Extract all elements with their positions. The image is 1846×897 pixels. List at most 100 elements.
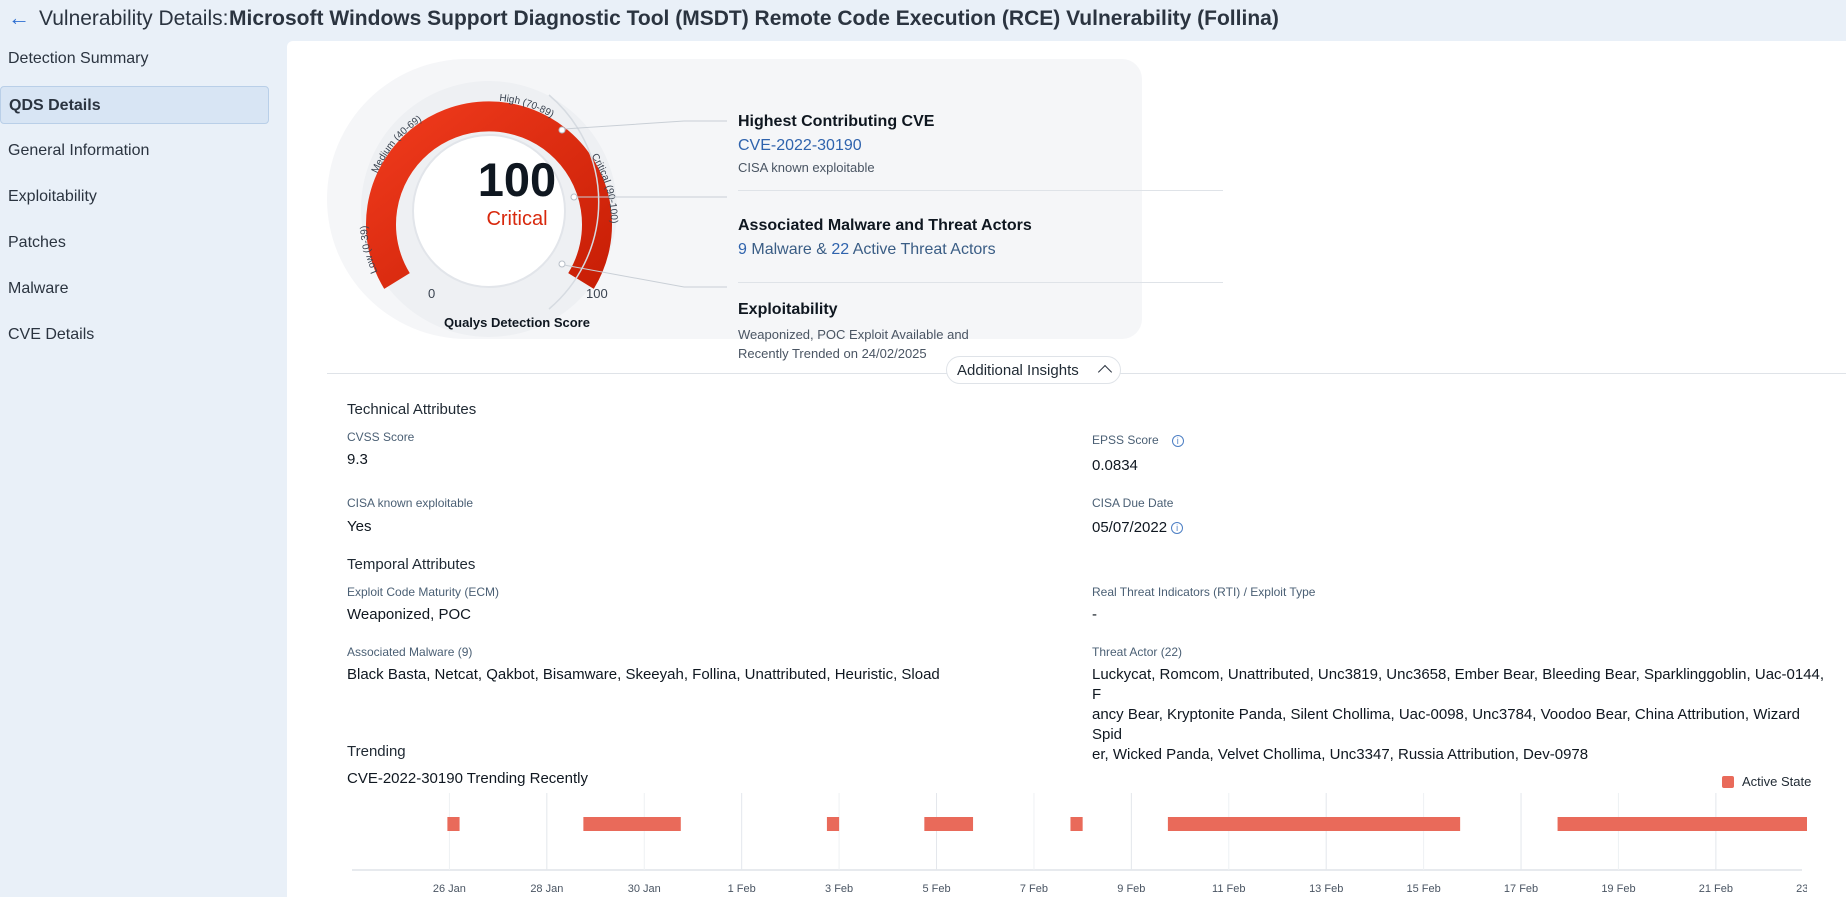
malware-count[interactable]: 9: [738, 241, 747, 258]
insight-cve-sub: CISA known exploitable: [738, 160, 875, 175]
active-state-bar[interactable]: [447, 817, 460, 831]
threat-actor-label: Threat Actor (22): [1092, 645, 1183, 659]
cve-link[interactable]: CVE-2022-30190: [738, 137, 862, 154]
gauge-fill-arc: [366, 101, 612, 289]
score-value: 100: [477, 153, 557, 206]
additional-insights-toggle[interactable]: Additional Insights: [946, 356, 1121, 384]
connector-line-3: [563, 264, 727, 288]
threat-actor-value: Luckycat, Romcom, Unattributed, Unc3819,…: [1092, 665, 1832, 765]
insight-malware-summary[interactable]: 9 Malware & 22 Active Threat Actors: [738, 241, 1032, 259]
legend-swatch: [1722, 775, 1734, 788]
connector-dot-3: [558, 260, 566, 268]
chevron-up-icon: [1097, 364, 1113, 380]
active-state-bar[interactable]: [583, 817, 681, 831]
active-state-bar[interactable]: [826, 817, 840, 831]
insight-cve-title: Highest Contributing CVE: [738, 113, 935, 130]
technical-attributes-title: Technical Attributes: [347, 401, 477, 418]
x-tick-label: 19 Feb: [1601, 883, 1635, 895]
connector-line-1: [563, 120, 727, 130]
x-tick-label: 23 Feb: [1796, 883, 1807, 895]
cisa-due-value: 05/07/2022 i: [1092, 518, 1184, 538]
x-tick-label: 28 Jan: [530, 883, 563, 895]
active-state-bar[interactable]: [924, 817, 974, 831]
insight-exploitability-title: Exploitability: [738, 301, 838, 318]
gauge-center-disc: [412, 134, 566, 288]
x-tick-label: 3 Feb: [825, 883, 853, 895]
sidebar-item-general-information[interactable]: General Information: [8, 142, 150, 159]
trending-subtitle: CVE-2022-30190 Trending Recently: [347, 770, 588, 787]
additional-insights-label: Additional Insights: [957, 361, 1079, 379]
threat-actor-line: Luckycat, Romcom, Unattributed, Unc3819,…: [1092, 666, 1825, 703]
connector-dot-1: [558, 126, 566, 134]
sidebar-item-malware[interactable]: Malware: [8, 280, 69, 297]
arrow-left-icon[interactable]: ←: [8, 5, 30, 30]
active-state-bar[interactable]: [1167, 817, 1461, 831]
score-max: 100: [586, 286, 608, 301]
cisa-due-text: 05/07/2022: [1092, 519, 1168, 536]
actor-text: Active Threat Actors: [852, 241, 996, 258]
epss-label-text: EPSS Score: [1092, 433, 1159, 447]
insight-cve: Highest Contributing CVE CVE-2022-30190 …: [738, 113, 934, 177]
epss-label: EPSS Score i: [1092, 433, 1184, 447]
cvss-value: 9.3: [347, 451, 368, 468]
score-caption: Qualys Detection Score: [444, 315, 590, 330]
trending-title: Trending: [347, 743, 406, 760]
trending-chart: 26 Jan 28 Jan 30 Jan 1 Feb 3 Feb 5 Feb 7 Feb 9 …: [352, 793, 1807, 895]
score-gauge: Low (0-39) Medium (40-69) High (70-89) C…: [359, 81, 727, 337]
x-tick-label: 17 Feb: [1504, 883, 1538, 895]
x-tick-label: 21 Feb: [1699, 883, 1733, 895]
connector-arc: [548, 94, 600, 310]
sidebar-item-exploitability[interactable]: Exploitability: [8, 188, 97, 205]
ecm-label: Exploit Code Maturity (ECM): [347, 585, 500, 599]
associated-malware-label: Associated Malware (9): [347, 645, 473, 659]
rti-value: -: [1092, 606, 1097, 623]
associated-malware-value: Black Basta, Netcat, Qakbot, Bisamware, …: [347, 666, 940, 683]
cisa-label: CISA known exploitable: [347, 496, 474, 510]
ecm-value: Weaponized, POC: [347, 606, 471, 623]
cvss-label: CVSS Score: [347, 430, 415, 444]
epss-value: 0.0834: [1092, 457, 1138, 474]
sidebar-item-qds-details[interactable]: QDS Details: [0, 86, 269, 124]
x-tick-label: 13 Feb: [1309, 883, 1343, 895]
info-icon[interactable]: i: [1171, 522, 1184, 535]
rti-label: Real Threat Indicators (RTI) / Exploit T…: [1092, 585, 1316, 599]
insight-divider: [738, 282, 1223, 283]
page-title: Microsoft Windows Support Diagnostic Too…: [229, 7, 1279, 30]
x-tick-label: 7 Feb: [1020, 883, 1048, 895]
score-min: 0: [428, 286, 436, 301]
x-tick-label: 30 Jan: [628, 883, 661, 895]
x-tick-label: 15 Feb: [1406, 883, 1440, 895]
info-icon[interactable]: i: [1171, 434, 1184, 447]
x-tick-label: 26 Jan: [433, 883, 466, 895]
sidebar: Detection Summary QDS Details General In…: [0, 38, 286, 897]
insight-exploitability-line2: Recently Trended on 24/02/2025: [738, 346, 927, 361]
threat-actor-line: ancy Bear, Kryptonite Panda, Silent Chol…: [1092, 706, 1800, 743]
active-state-bar[interactable]: [1557, 817, 1807, 831]
insight-malware: Associated Malware and Threat Actors 9 M…: [738, 217, 1032, 259]
x-tick-label: 9 Feb: [1117, 883, 1145, 895]
cisa-value: Yes: [347, 518, 372, 535]
page-header: ← Vulnerability Details: Microsoft Windo…: [0, 0, 1846, 38]
x-tick-label: 5 Feb: [922, 883, 950, 895]
x-tick-label: 1 Feb: [728, 883, 756, 895]
malware-text: Malware &: [751, 241, 827, 258]
insight-divider: [738, 190, 1223, 191]
main-panel: Low (0-39) Medium (40-69) High (70-89) C…: [287, 41, 1846, 897]
x-tick-label: 11 Feb: [1212, 883, 1245, 895]
active-state-bar[interactable]: [1070, 817, 1083, 831]
insight-malware-title: Associated Malware and Threat Actors: [738, 217, 1032, 234]
temporal-attributes-title: Temporal Attributes: [347, 556, 476, 573]
legend-label: Active State: [1742, 774, 1812, 789]
score-level: Critical: [486, 208, 548, 230]
cisa-due-label: CISA Due Date: [1092, 496, 1174, 510]
sidebar-item-patches[interactable]: Patches: [8, 234, 66, 251]
threat-actor-line: er, Wicked Panda, Velvet Chollima, Unc33…: [1092, 746, 1589, 763]
score-card: Low (0-39) Medium (40-69) High (70-89) C…: [327, 59, 1223, 361]
actor-count[interactable]: 22: [831, 241, 850, 258]
insight-exploitability: Exploitability Weaponized, POC Exploit A…: [738, 301, 969, 363]
sidebar-item-detection-summary[interactable]: Detection Summary: [8, 50, 149, 67]
chart-legend: Active State: [1722, 774, 1811, 789]
sidebar-item-cve-details[interactable]: CVE Details: [8, 326, 95, 343]
header-label: Vulnerability Details:: [39, 7, 229, 30]
insight-exploitability-line1: Weaponized, POC Exploit Available and: [738, 327, 969, 342]
